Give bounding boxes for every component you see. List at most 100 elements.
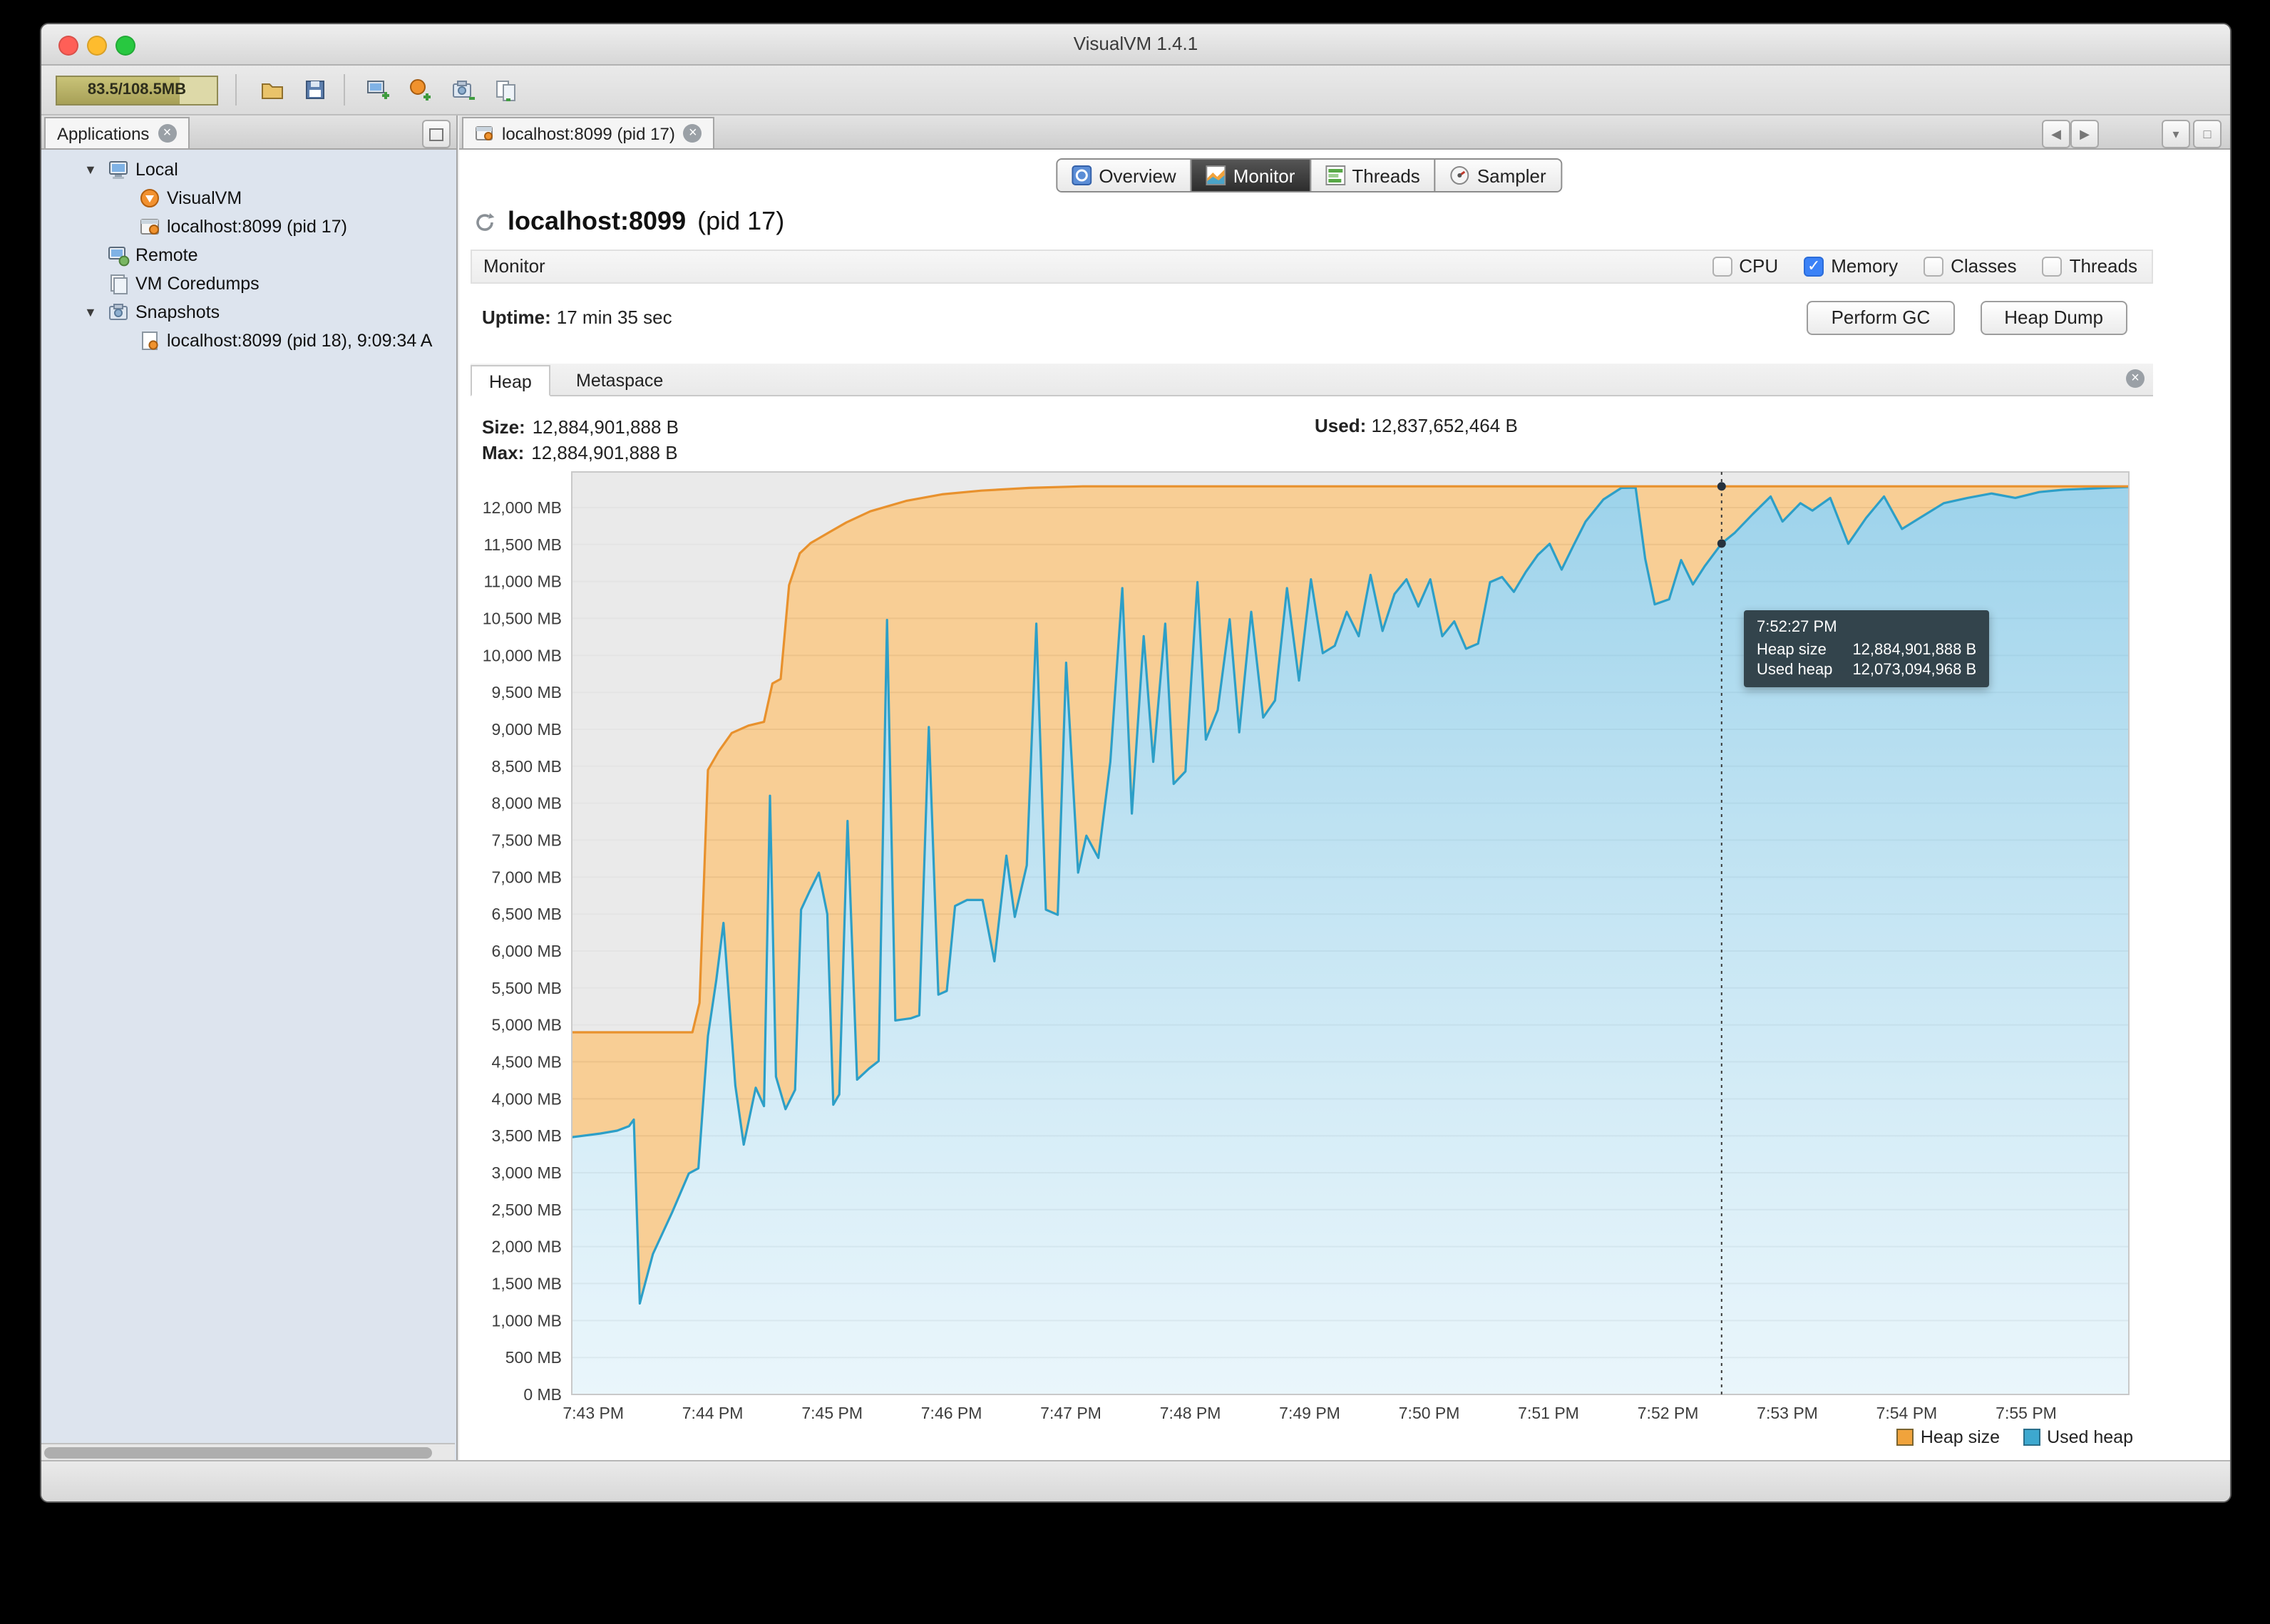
tree-item-label: VisualVM [167,188,242,208]
refresh-icon[interactable] [473,210,496,233]
used-value: 12,837,652,464 B [1371,415,1518,436]
used-label: Used: [1315,415,1367,436]
titlebar[interactable]: VisualVM 1.4.1 [41,24,2230,66]
tooltip-used-value: 12,073,094,968 B [1852,662,1977,679]
close-window-button[interactable] [58,36,78,56]
jmx-app-icon [476,126,493,140]
svg-text:1,000 MB: 1,000 MB [492,1311,562,1330]
tree-item-label: Remote [135,245,198,265]
perform-gc-button[interactable]: Perform GC [1807,301,1955,335]
metric-checkboxes: CPU ✓ Memory Classes Threads [1712,255,2137,277]
svg-text:0 MB: 0 MB [523,1385,562,1404]
classes-checkbox[interactable]: Classes [1924,255,2017,277]
tab-heap[interactable]: Heap [471,365,550,396]
scroll-tabs-left-button[interactable]: ◀ [2042,120,2070,148]
legend-used-heap: Used heap [2023,1427,2133,1447]
tree-item-remote[interactable]: Remote [41,241,456,269]
tree-item-localhost-8099[interactable]: localhost:8099 (pid 17) [41,212,456,241]
sidebar-horizontal-scrollbar[interactable] [41,1443,455,1461]
document-tab-label: localhost:8099 (pid 17) [502,123,675,143]
tab-overview[interactable]: Overview [1057,160,1191,191]
svg-text:7:51 PM: 7:51 PM [1518,1404,1579,1422]
tab-sampler[interactable]: Sampler [1434,160,1561,191]
svg-text:7:55 PM: 7:55 PM [1996,1404,2057,1422]
tree-item-local[interactable]: ▼ Local [41,155,456,184]
save-icon [306,81,324,99]
checkbox-box[interactable] [1924,256,1944,276]
add-remote-host-button[interactable] [361,73,395,107]
load-snapshot-button[interactable] [255,73,289,107]
close-graph-icon[interactable]: × [2126,369,2145,388]
expand-arrow-icon[interactable]: ▼ [84,305,97,319]
svg-text:7:49 PM: 7:49 PM [1279,1404,1340,1422]
tree-item-visualvm[interactable]: VisualVM [41,184,456,212]
tab-list-button[interactable]: ▾ [2162,120,2190,148]
applications-tab-label: Applications [57,123,150,143]
tree-item-snapshots[interactable]: ▼ Snapshots [41,298,456,327]
take-snapshot-icon [453,81,475,100]
window-title: VisualVM 1.4.1 [1073,33,1198,54]
legend-heap-size: Heap size [1896,1427,2000,1447]
size-value: 12,884,901,888 B [532,416,679,438]
heap-dump-button[interactable]: Heap Dump [1980,301,2127,335]
checkbox-box[interactable] [1712,256,1732,276]
monitor-section-bar: Monitor CPU ✓ Memory Classes Threads [471,250,2153,284]
page-header: localhost:8099 (pid 17) [473,207,784,237]
cpu-checkbox[interactable]: CPU [1712,255,1778,277]
svg-text:10,500 MB: 10,500 MB [483,609,562,627]
page-title-host: localhost:8099 [508,207,687,235]
checkbox-box[interactable] [2042,256,2063,276]
svg-text:4,500 MB: 4,500 MB [492,1052,562,1071]
applications-panel: ▼ Local VisualVM localhost:8099 (pid 17)… [41,150,458,1461]
tab-monitor[interactable]: Monitor [1190,160,1310,191]
svg-text:9,500 MB: 9,500 MB [492,683,562,701]
monitor-icon [1206,165,1226,185]
heap-stats: Size: 12,884,901,888 B Max: 12,884,901,888… [482,415,679,466]
add-jmx-connection-button[interactable] [404,73,438,107]
float-window-button[interactable]: □ [2193,120,2222,148]
svg-text:500 MB: 500 MB [505,1348,562,1367]
svg-text:5,000 MB: 5,000 MB [492,1016,562,1034]
sidebar-tab-strip: Applications × [41,115,458,150]
minimize-window-button[interactable] [87,36,107,56]
tree-item-vm-coredumps[interactable]: VM Coredumps [41,269,456,298]
scrollbar-thumb[interactable] [44,1447,432,1459]
svg-text:7:44 PM: 7:44 PM [682,1404,744,1422]
svg-text:4,000 MB: 4,000 MB [492,1089,562,1108]
chart-tooltip: 7:52:27 PM Heap size 12,884,901,888 B Us… [1744,610,1990,687]
heap-chart[interactable]: 0 MB 500 MB 1,000 MB 1,500 MB 2,000 MB 2,500 … [471,466,2153,1436]
tab-metaspace[interactable]: Metaspace [576,371,664,391]
memory-checkbox[interactable]: ✓ Memory [1804,255,1898,277]
svg-text:3,000 MB: 3,000 MB [492,1163,562,1182]
document-tab-localhost[interactable]: localhost:8099 (pid 17) × [462,117,715,148]
toolbar-separator [235,74,237,106]
svg-text:7:43 PM: 7:43 PM [563,1404,624,1422]
checkbox-box[interactable]: ✓ [1804,256,1824,276]
save-snapshot-button[interactable] [298,73,332,107]
monitor-view: Overview Monitor Threads Sampler localho… [459,150,2230,1461]
take-snapshot-button[interactable] [446,73,481,107]
minimize-sidebar-button[interactable] [422,120,451,148]
applications-tab[interactable]: Applications × [44,117,190,148]
memory-gauge[interactable]: 83.5/108.5MB [56,76,218,106]
close-applications-tab-icon[interactable]: × [158,124,177,143]
compare-snapshots-button[interactable] [489,73,523,107]
close-document-tab-icon[interactable]: × [683,124,702,143]
svg-text:7:50 PM: 7:50 PM [1399,1404,1460,1422]
tab-threads[interactable]: Threads [1309,160,1434,191]
tooltip-heap-value: 12,884,901,888 B [1852,642,1977,659]
svg-text:7:48 PM: 7:48 PM [1160,1404,1221,1422]
tab-label: Monitor [1233,165,1295,186]
threads-checkbox[interactable]: Threads [2042,255,2137,277]
threads-icon [1325,165,1345,185]
scroll-tabs-right-button[interactable]: ▶ [2070,120,2099,148]
svg-text:6,000 MB: 6,000 MB [492,942,562,960]
tree-item-snapshot-pid18[interactable]: localhost:8099 (pid 18), 9:09:34 A [41,327,456,355]
heap-chart-area: 0 MB 500 MB 1,000 MB 1,500 MB 2,000 MB 2,500 … [471,466,2153,1436]
add-jmx-icon [410,79,431,101]
checkbox-label: Classes [1951,255,2017,277]
chart-legend: Heap size Used heap [1896,1427,2133,1447]
zoom-window-button[interactable] [115,36,135,56]
max-label: Max: [482,442,525,463]
expand-arrow-icon[interactable]: ▼ [84,163,97,177]
